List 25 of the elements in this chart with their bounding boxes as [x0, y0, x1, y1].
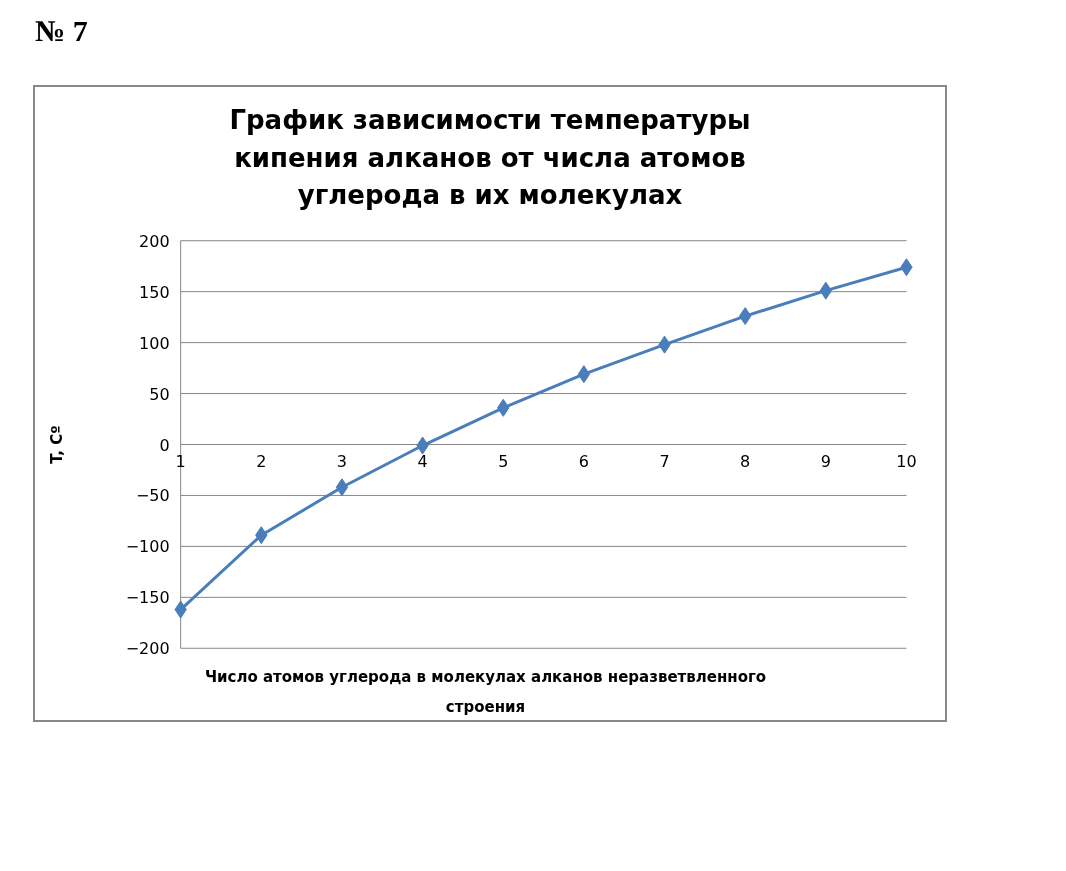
- x-axis-title: Число атомов углерода в молекулах алканов неразветвленного строения: [204, 667, 767, 716]
- x-tick-label: 6: [578, 451, 589, 471]
- y-axis-title: T, Cº: [48, 425, 67, 464]
- y-tick-label: −100: [125, 537, 170, 557]
- y-tick-label: 0: [159, 435, 170, 455]
- y-tick-label: 150: [139, 282, 170, 302]
- x-tick-label: 4: [417, 451, 428, 471]
- x-tick-label: 5: [498, 451, 509, 471]
- chart-title: График зависимости температуры кипения алканов от числа атомов углерода в их молекулах: [229, 104, 751, 213]
- x-tick-label: 7: [659, 451, 670, 471]
- y-tick-label: 50: [149, 384, 170, 404]
- x-tick-label: 2: [256, 451, 267, 471]
- x-tick-label: 9: [820, 451, 831, 471]
- x-tick-label: 1: [175, 451, 186, 471]
- y-tick-label: −150: [125, 588, 170, 608]
- x-tick-label: 8: [740, 451, 751, 471]
- x-tick-label: 3: [336, 451, 348, 471]
- point: [577, 365, 591, 384]
- point: [335, 478, 349, 497]
- y-tick-label: −200: [125, 639, 170, 659]
- text: № 7: [35, 13, 88, 49]
- x-tick-label: 10: [896, 451, 917, 471]
- y-tick-label: 200: [139, 231, 170, 251]
- y-tick-label: −50: [135, 486, 170, 506]
- y-tick-label: 100: [139, 333, 170, 353]
